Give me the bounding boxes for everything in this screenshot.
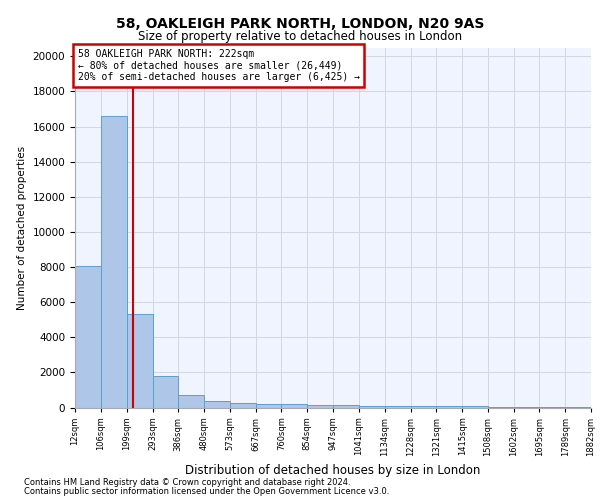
Bar: [514, 407, 539, 408]
Bar: [204, 402, 230, 407]
Text: 58 OAKLEIGH PARK NORTH: 222sqm
← 80% of detached houses are smaller (26,449)
20%: 58 OAKLEIGH PARK NORTH: 222sqm ← 80% of …: [77, 50, 359, 82]
Bar: [359, 406, 385, 407]
Bar: [101, 116, 127, 408]
Bar: [127, 314, 152, 408]
Bar: [539, 407, 565, 408]
Bar: [488, 406, 514, 408]
Bar: [385, 406, 410, 407]
Bar: [178, 395, 204, 407]
Bar: [256, 404, 281, 407]
Bar: [307, 405, 333, 407]
Y-axis label: Number of detached properties: Number of detached properties: [17, 146, 27, 310]
Bar: [333, 405, 359, 407]
Bar: [75, 266, 101, 408]
X-axis label: Distribution of detached houses by size in London: Distribution of detached houses by size …: [185, 464, 481, 477]
Bar: [410, 406, 436, 407]
Bar: [462, 406, 488, 408]
Bar: [281, 404, 307, 407]
Bar: [230, 403, 256, 407]
Text: 58, OAKLEIGH PARK NORTH, LONDON, N20 9AS: 58, OAKLEIGH PARK NORTH, LONDON, N20 9AS: [116, 18, 484, 32]
Text: Contains public sector information licensed under the Open Government Licence v3: Contains public sector information licen…: [24, 487, 389, 496]
Bar: [436, 406, 462, 408]
Text: Contains HM Land Registry data © Crown copyright and database right 2024.: Contains HM Land Registry data © Crown c…: [24, 478, 350, 487]
Text: Size of property relative to detached houses in London: Size of property relative to detached ho…: [138, 30, 462, 43]
Bar: [152, 376, 178, 408]
